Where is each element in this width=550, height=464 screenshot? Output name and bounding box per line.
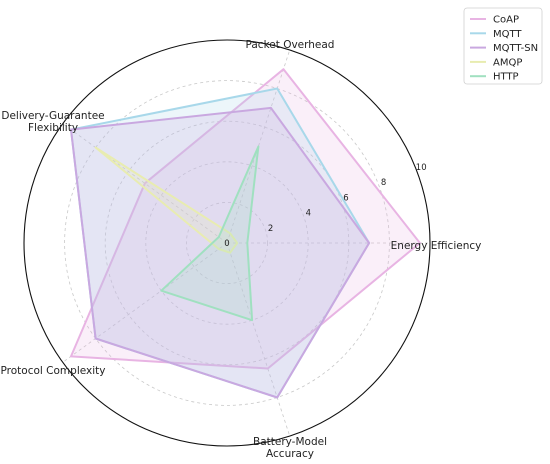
axis-label: Protocol Complexity [1, 365, 106, 377]
legend-box [463, 7, 543, 85]
radar-grid [23, 39, 431, 447]
radar-series [70, 68, 421, 399]
r-tick-label: 10 [416, 163, 427, 173]
series-http-area [160, 145, 260, 322]
r-tick-label: 0 [224, 239, 229, 249]
r-tick-label: 2 [268, 224, 273, 234]
series-coap-area [70, 68, 421, 370]
legend-label: CoAP [493, 15, 519, 26]
grid-ring [185, 201, 268, 284]
legend-label: MQTT [493, 29, 522, 40]
chart-legend: CoAP MQTT MQTT-SN AMQP HTTP [463, 7, 543, 85]
grid-spoke [62, 242, 228, 363]
grid-spoke [226, 242, 291, 437]
grid-spoke [62, 123, 228, 244]
outer-ring [23, 39, 431, 447]
grid-spoke [226, 49, 291, 244]
r-tick-label: 8 [381, 178, 386, 188]
radar-labels: 0 2 4 6 8 10 Energy Efficiency Packet Overhead D… [1, 39, 482, 460]
axis-label: Delivery-Guarantee Flexibility [1, 110, 104, 134]
legend-label: AMQP [493, 57, 522, 68]
r-tick-label: 6 [343, 193, 348, 203]
axis-label: Packet Overhead [246, 39, 335, 51]
legend-label: HTTP [493, 72, 519, 83]
axis-label: Battery-Model Accuracy [253, 436, 327, 460]
grid-ring [145, 161, 309, 325]
axis-label: Energy Efficiency [391, 240, 482, 252]
series-amqp-area [94, 146, 239, 254]
legend-label: MQTT-SN [493, 43, 538, 54]
r-tick-label: 4 [306, 209, 311, 219]
